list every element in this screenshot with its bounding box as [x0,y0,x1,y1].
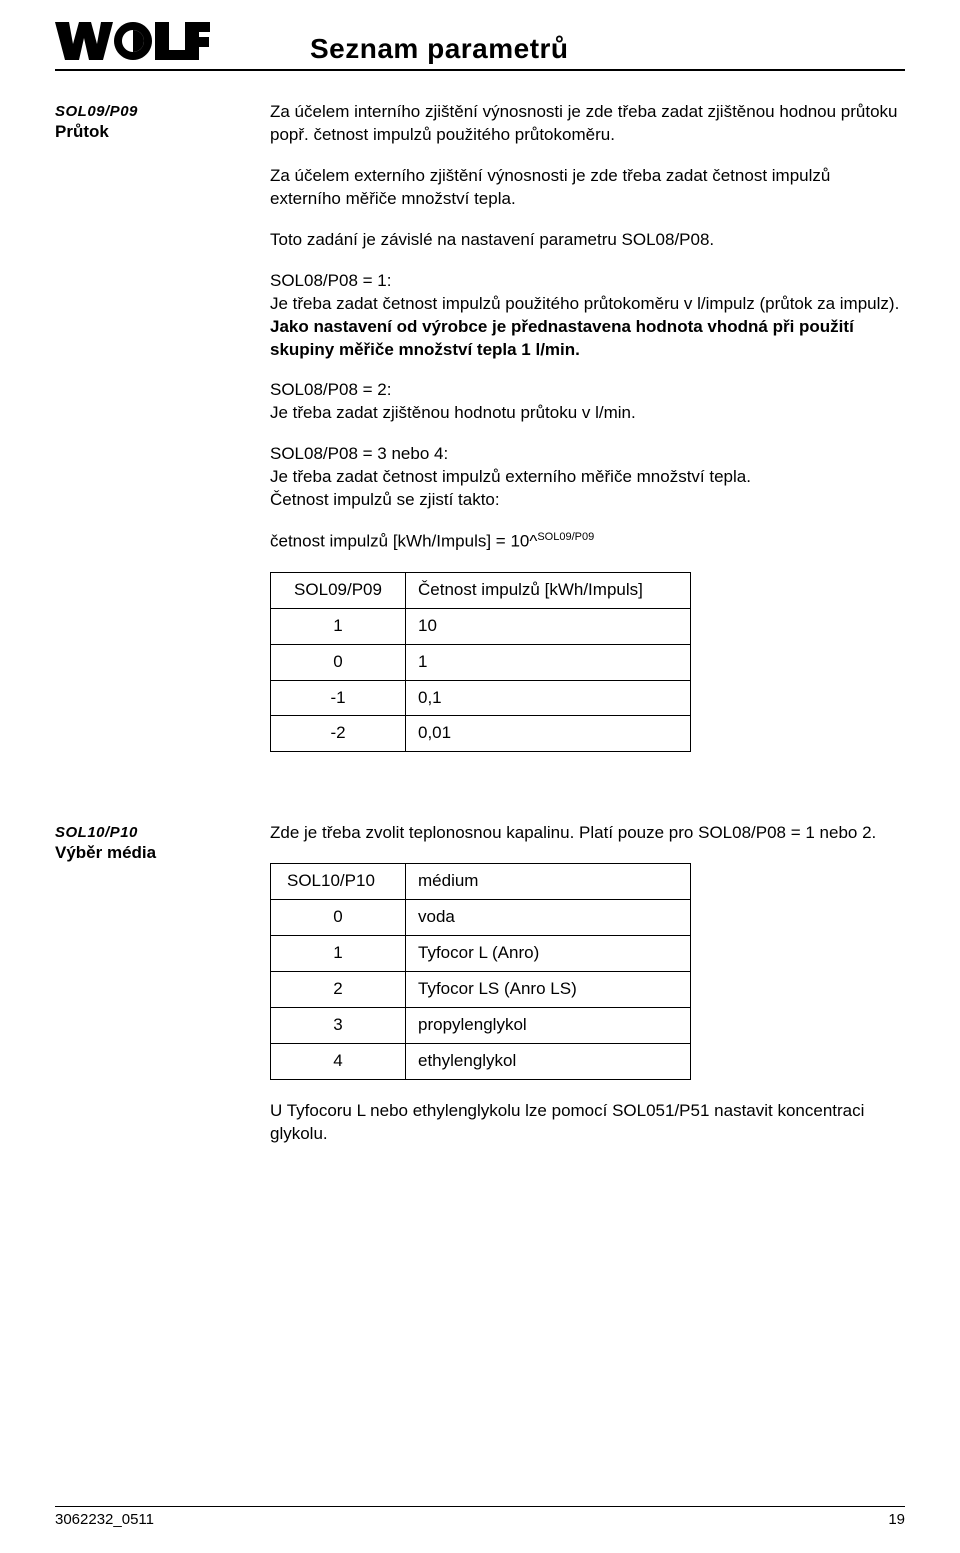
text-line: Četnost impulzů se zjistí takto: [270,490,500,509]
media-table: SOL10/P10 médium 0 voda 1 Tyfocor L (Anr… [270,863,691,1080]
table-cell: -1 [271,680,406,716]
text-line: Je třeba zadat četnost impulzů použitého… [270,294,899,313]
footer-right: 19 [888,1511,905,1528]
table-cell: 0,01 [406,716,691,752]
text-line: Je třeba zadat četnost impulzů externího… [270,467,751,486]
formula: četnost impulzů [kWh/Impuls] = 10^SOL09/… [270,530,905,554]
table-header: SOL10/P10 [271,864,406,900]
body-text: Za účelem interního zjištění výnosnosti … [270,101,905,147]
formula-exp: SOL09/P09 [537,531,594,543]
table-cell: 1 [271,608,406,644]
param-name: Průtok [55,122,270,142]
text-line: SOL08/P08 = 3 nebo 4: [270,444,448,463]
param-name: Výběr média [55,843,270,863]
table-cell: 0 [271,644,406,680]
table-cell: Tyfocor LS (Anro LS) [406,972,691,1008]
param-code: SOL10/P10 [55,824,270,841]
table-cell: ethylenglykol [406,1044,691,1080]
text-line: SOL08/P08 = 2: [270,380,391,399]
body-text: U Tyfocoru L nebo ethylenglykolu lze pom… [270,1100,905,1146]
formula-text: četnost impulzů [kWh/Impuls] = 10^ [270,532,537,551]
table-cell: 4 [271,1044,406,1080]
table-row: 1 10 [271,608,691,644]
body-text: SOL08/P08 = 1: Je třeba zadat četnost im… [270,270,905,362]
page-header: Seznam parametrů [55,20,905,71]
param-code: SOL09/P09 [55,103,270,120]
table-row: -1 0,1 [271,680,691,716]
table-cell: 1 [271,936,406,972]
table-cell: 0,1 [406,680,691,716]
table-row: 1 Tyfocor L (Anro) [271,936,691,972]
body-text: Za účelem externího zjištění výnosnosti … [270,165,905,211]
table-row: 2 Tyfocor LS (Anro LS) [271,972,691,1008]
table-row: 0 1 [271,644,691,680]
table-cell: Tyfocor L (Anro) [406,936,691,972]
table-cell: 2 [271,972,406,1008]
table-row: -2 0,01 [271,716,691,752]
text-bold: Jako nastavení od výrobce je přednastave… [270,317,854,359]
page-title: Seznam parametrů [310,33,569,65]
table-row: 3 propylenglykol [271,1008,691,1044]
table-row: SOL10/P10 médium [271,864,691,900]
text-line: Je třeba zadat zjištěnou hodnotu průtoku… [270,403,636,422]
table-cell: 3 [271,1008,406,1044]
table-cell: propylenglykol [406,1008,691,1044]
table-row: 4 ethylenglykol [271,1044,691,1080]
section-sol10: SOL10/P10 Výběr média Zde je třeba zvoli… [55,822,905,1163]
table-header: médium [406,864,691,900]
body-text: Zde je třeba zvolit teplonosnou kapalinu… [270,822,905,845]
section-sol09: SOL09/P09 Průtok Za účelem interního zji… [55,101,905,772]
table-cell: 1 [406,644,691,680]
body-text: Toto zadání je závislé na nastavení para… [270,229,905,252]
table-header: SOL09/P09 [271,572,406,608]
text-line: SOL08/P08 = 1: [270,271,391,290]
table-row: 0 voda [271,900,691,936]
body-text: SOL08/P08 = 2: Je třeba zadat zjištěnou … [270,379,905,425]
table-cell: voda [406,900,691,936]
table-cell: 10 [406,608,691,644]
table-header: Četnost impulzů [kWh/Impuls] [406,572,691,608]
table-cell: 0 [271,900,406,936]
table-cell: -2 [271,716,406,752]
table-row: SOL09/P09 Četnost impulzů [kWh/Impuls] [271,572,691,608]
wolf-logo [55,20,210,65]
page-footer: 3062232_0511 19 [55,1506,905,1528]
impulse-table: SOL09/P09 Četnost impulzů [kWh/Impuls] 1… [270,572,691,753]
body-text: SOL08/P08 = 3 nebo 4: Je třeba zadat čet… [270,443,905,512]
footer-left: 3062232_0511 [55,1511,154,1528]
